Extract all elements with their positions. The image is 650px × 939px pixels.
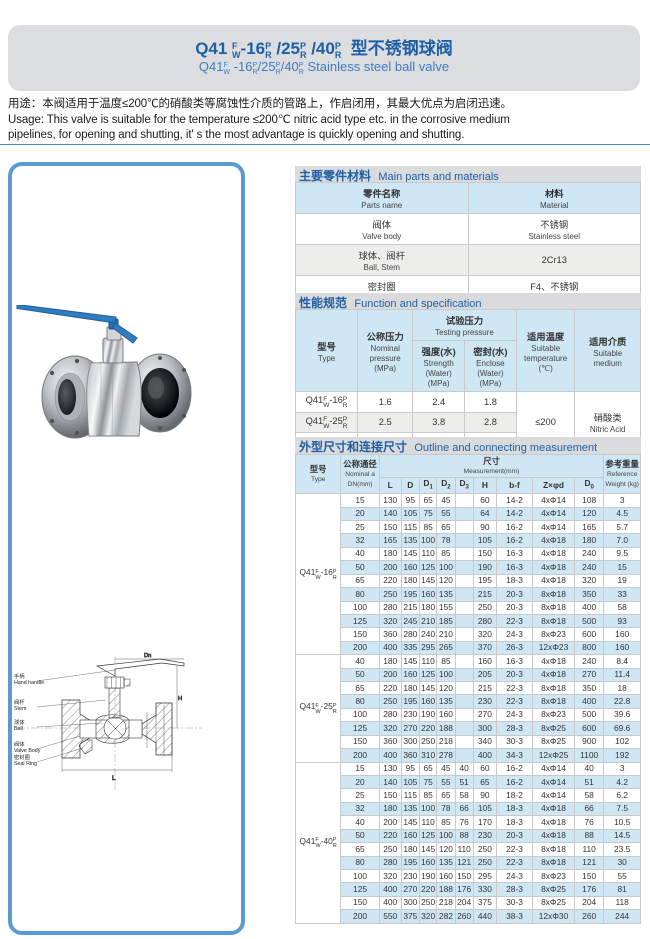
svg-text:Ball: Ball (14, 726, 23, 732)
svg-text:密封圈: 密封圈 (14, 753, 30, 761)
svg-text:手柄: 手柄 (14, 672, 25, 680)
svg-text:Hand handle: Hand handle (14, 680, 44, 686)
svg-text:阀体: 阀体 (14, 740, 25, 748)
svg-text:H: H (178, 696, 182, 702)
svg-text:L: L (112, 775, 116, 782)
svg-text:Valve Body: Valve Body (14, 748, 41, 754)
svg-text:阀杆: 阀杆 (14, 698, 25, 706)
svg-text:Seal Ring: Seal Ring (14, 761, 37, 767)
svg-text:Stem: Stem (14, 706, 27, 712)
svg-text:球体: 球体 (14, 718, 25, 726)
svg-text:Dn: Dn (144, 653, 151, 659)
